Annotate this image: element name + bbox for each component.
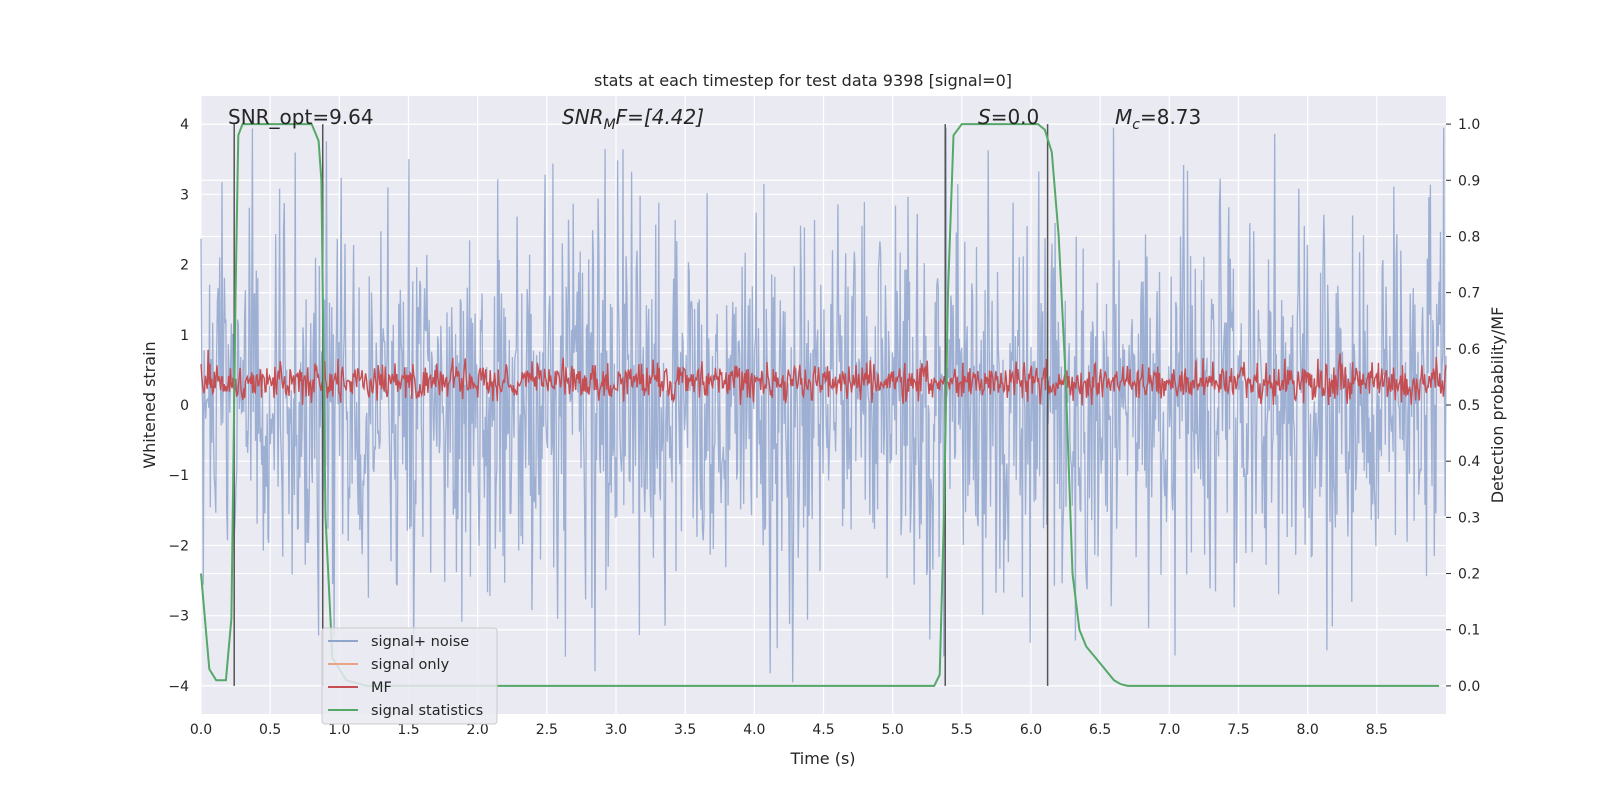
x-tick-label: 7.0 (1158, 722, 1180, 738)
noise-series (200, 127, 1447, 683)
annotation-mc: Mc=8.73 (1115, 105, 1201, 133)
y-tick-label-right: 0.4 (1458, 454, 1480, 470)
y-tick-label-right: 0.2 (1458, 567, 1480, 583)
mf-line (200, 349, 1447, 406)
y-tick-label-right: 0.7 (1458, 286, 1480, 302)
x-tick-label: 2.5 (536, 722, 558, 738)
x-axis-ticks: 0.0 0.5 1.0 1.5 2.0 2.5 3.0 3.5 4.0 4.5 5.0 5.5 6.0 6… (190, 722, 1388, 738)
x-tick-label: 0.5 (259, 722, 281, 738)
x-tick-label: 8.5 (1366, 722, 1388, 738)
x-tick-label: 5.5 (951, 722, 973, 738)
y-axis-label-right: Detection probability/MF (1488, 307, 1507, 504)
y-axis-label-left: Whitened strain (140, 341, 159, 468)
y-tick-label-right: 0.5 (1458, 398, 1480, 414)
x-tick-label: 7.5 (1227, 722, 1249, 738)
legend-label-statistics: signal statistics (371, 703, 483, 719)
mf-series (200, 349, 1447, 406)
x-tick-label: 4.5 (812, 722, 834, 738)
x-tick-label: 1.0 (328, 722, 350, 738)
y-tick-label-left: 0 (180, 398, 189, 414)
x-tick-label: 3.0 (605, 722, 627, 738)
y-tick-label-left: 3 (180, 187, 189, 203)
legend: signal+ noise signal only MF signal stat… (321, 627, 498, 725)
x-tick-label: 4.0 (743, 722, 765, 738)
y-tick-label-right: 0.1 (1458, 623, 1480, 639)
y-tick-label-right: 0.9 (1458, 173, 1480, 189)
legend-label-mf: MF (371, 680, 392, 696)
x-tick-label: 3.5 (674, 722, 696, 738)
y-tick-label-left: −2 (168, 538, 189, 554)
annotation-snr-opt: SNR_opt=9.64 (228, 105, 374, 129)
left-axis-ticks: −4 −3 −2 −1 0 1 2 3 4 (168, 117, 189, 695)
noise-line (200, 127, 1447, 683)
y-tick-label-left: −4 (168, 679, 189, 695)
y-tick-label-right: 0.3 (1458, 510, 1480, 526)
chart-title: stats at each timestep for test data 939… (594, 71, 1012, 90)
y-tick-label-left: 4 (180, 117, 189, 133)
legend-label-signal-only: signal only (371, 657, 450, 673)
x-tick-label: 5.0 (882, 722, 904, 738)
y-tick-label-right: 1.0 (1458, 117, 1480, 133)
x-tick-label: 6.5 (1089, 722, 1111, 738)
signal-statistics-series (200, 123, 1440, 687)
y-tick-label-left: 2 (180, 258, 189, 274)
y-tick-label-left: −3 (168, 609, 189, 625)
x-tick-label: 1.5 (397, 722, 419, 738)
annotation-snr-mf: SNRMF=[4.42] (562, 105, 704, 133)
legend-box (321, 627, 498, 725)
x-tick-label: 2.0 (467, 722, 489, 738)
y-tick-label-right: 0.6 (1458, 342, 1480, 358)
x-tick-label: 8.0 (1297, 722, 1319, 738)
signal-statistics-line (200, 123, 1440, 687)
annotation-s: S=0.0 (978, 105, 1039, 129)
x-tick-label: 0.0 (190, 722, 212, 738)
y-tick-label-right: 0.8 (1458, 229, 1480, 245)
x-axis-label: Time (s) (789, 749, 855, 768)
y-tick-label-right: 0.0 (1458, 679, 1480, 695)
x-tick-label: 6.0 (1020, 722, 1042, 738)
y-tick-label-left: 1 (180, 328, 189, 344)
right-axis-ticks: 0.0 0.1 0.2 0.3 0.4 0.5 0.6 0.7 0.8 0.9 1.0 (1446, 117, 1480, 695)
legend-label-noise: signal+ noise (371, 634, 469, 650)
y-tick-label-left: −1 (168, 468, 189, 484)
